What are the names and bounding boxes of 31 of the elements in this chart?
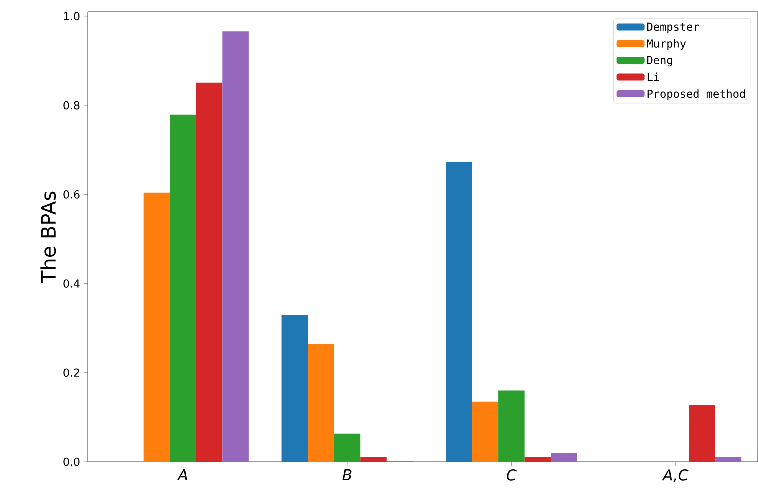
bar	[524, 457, 552, 462]
x-tick-label: C	[507, 470, 517, 481]
y-tick-label: 0.2	[64, 368, 80, 378]
bar	[360, 457, 387, 462]
bar	[222, 32, 249, 462]
bar	[170, 114, 196, 462]
y-tick-label: 0.0	[64, 458, 80, 466]
x-tick-label: A	[177, 470, 188, 480]
bar	[334, 434, 361, 462]
y-tick-label: 0.8	[64, 101, 80, 110]
bar	[551, 453, 578, 462]
bar	[472, 402, 499, 462]
y-tick-label: 0.4	[64, 280, 80, 288]
bar	[689, 404, 716, 462]
x-tick-label: B	[342, 470, 352, 480]
bar	[196, 82, 223, 462]
y-tick-label: 0.6	[64, 190, 80, 199]
bar	[715, 457, 742, 462]
x-tick-label: A,C	[662, 470, 689, 482]
legend-label: Deng	[648, 56, 672, 67]
bar	[308, 344, 334, 462]
legend-label: Murphy	[647, 39, 686, 50]
y-tick-label: 1.0	[64, 12, 80, 21]
legend-label: Dempster	[648, 22, 700, 34]
bar	[446, 162, 472, 462]
y-axis-title: The BPAs	[40, 192, 56, 284]
bar	[282, 315, 308, 462]
bar	[498, 390, 525, 462]
bar	[144, 192, 170, 462]
legend-label: Li	[648, 72, 660, 82]
legend-label: Proposed method	[648, 90, 746, 100]
